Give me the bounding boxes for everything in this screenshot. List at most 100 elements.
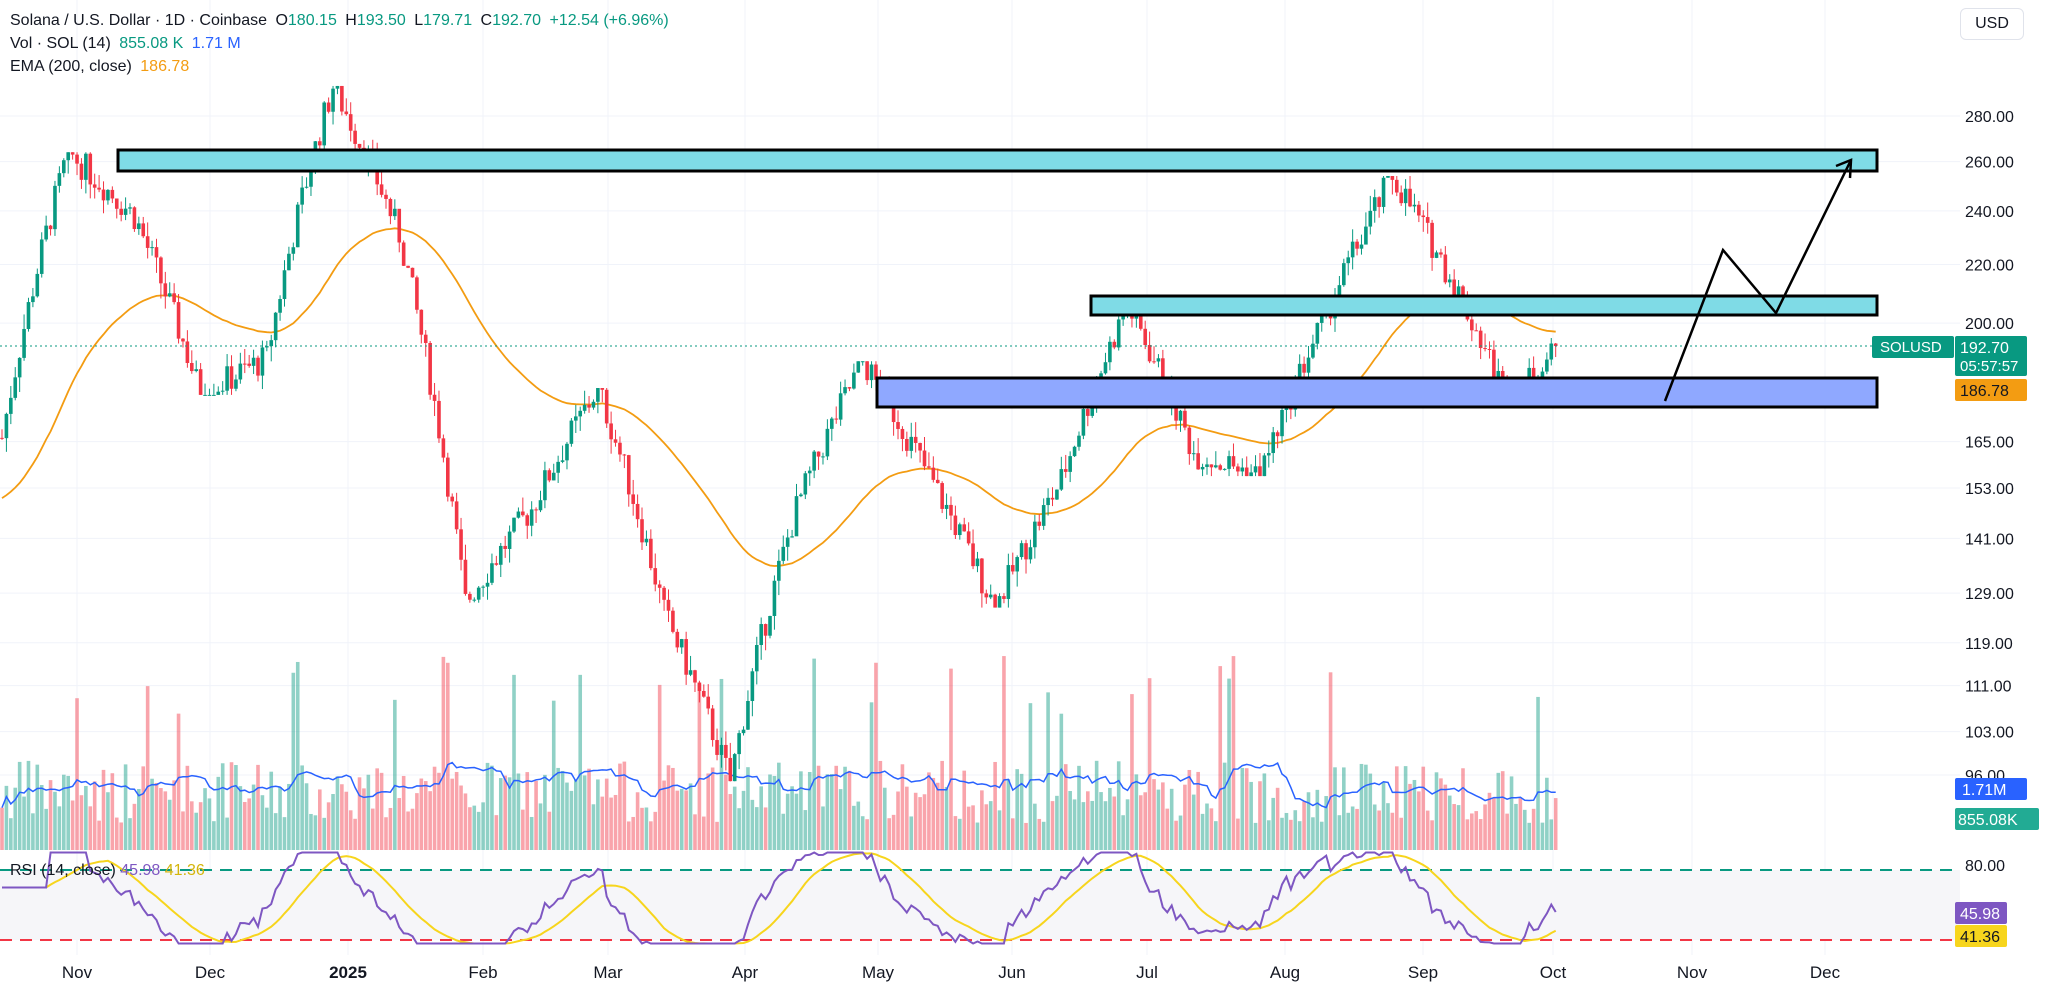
- volume-bars: [0, 656, 1558, 850]
- candle-body: [463, 559, 468, 594]
- volume-bar: [9, 818, 13, 850]
- candle-body: [1112, 341, 1117, 348]
- volume-bar: [322, 817, 327, 850]
- volume-bar: [1006, 779, 1011, 850]
- volume-bar: [905, 786, 909, 850]
- volume-bar: [498, 778, 503, 850]
- candle-body: [825, 428, 830, 457]
- ema-legend[interactable]: EMA (200, close) 186.78: [10, 56, 193, 78]
- candle-body: [1041, 505, 1046, 526]
- volume-bar: [344, 791, 349, 850]
- candle-body: [1006, 565, 1011, 599]
- volume-legend[interactable]: Vol · SOL (14) 855.08 K 1.71 M: [10, 33, 245, 55]
- candle-body: [1377, 197, 1381, 207]
- volume-bar: [702, 816, 706, 850]
- candle-body: [843, 387, 847, 394]
- candle-body: [150, 247, 154, 249]
- volume-bar: [975, 822, 980, 850]
- volume-bar: [459, 785, 463, 850]
- symbol-legend[interactable]: Solana / U.S. Dollar · 1D · Coinbase O18…: [10, 10, 673, 32]
- rsi-badge-text: 45.98: [1960, 906, 2000, 923]
- candle-body: [1553, 343, 1558, 347]
- candle-body: [441, 438, 446, 458]
- candle-body: [1240, 467, 1245, 472]
- volume-bar: [1231, 656, 1236, 850]
- candle-body: [269, 340, 274, 347]
- candle-body: [1390, 175, 1395, 180]
- volume-bar: [671, 767, 675, 850]
- volume-bar: [1050, 801, 1055, 850]
- volume-bar: [1390, 812, 1395, 850]
- candle-body: [1470, 319, 1474, 331]
- volume-bar: [370, 808, 375, 850]
- volume-bar: [684, 790, 688, 850]
- volume-bar: [335, 776, 340, 850]
- volume-bar: [1187, 769, 1192, 850]
- candle-body: [927, 466, 931, 468]
- candle-body: [97, 187, 101, 190]
- volume-bar: [600, 796, 605, 850]
- candle-body: [1019, 543, 1024, 558]
- candle-body: [905, 438, 909, 451]
- candle-body: [79, 163, 84, 180]
- ohlc-close-label: C: [480, 12, 493, 29]
- resistance-zone[interactable]: [116, 148, 1879, 173]
- rsi-legend[interactable]: RSI (14, close) 45.98 41.36: [10, 862, 205, 880]
- volume-bar: [790, 786, 794, 850]
- currency-button[interactable]: USD: [1960, 8, 2024, 40]
- volume-bar: [944, 786, 949, 850]
- grid-lines: [0, 0, 1960, 955]
- volume-bar: [468, 807, 472, 850]
- candle-body: [348, 114, 353, 131]
- candle-body: [534, 509, 538, 511]
- volume-bar: [1461, 768, 1465, 850]
- volume-bar: [1152, 779, 1156, 850]
- volume-bar: [1412, 779, 1417, 850]
- candle-body: [944, 504, 949, 509]
- rsi-ma-line: [2, 852, 1557, 945]
- candle-body: [1487, 348, 1492, 350]
- candle-body: [1205, 464, 1209, 467]
- volume-bar: [172, 780, 176, 850]
- volume-bar: [1355, 808, 1359, 850]
- ohlc-high: 193.50: [356, 12, 406, 29]
- mid-zone[interactable]: [1089, 294, 1879, 317]
- volume-bar: [852, 805, 856, 850]
- candle-body: [1386, 175, 1390, 178]
- candle-body: [556, 461, 560, 473]
- candle-body: [1403, 188, 1408, 204]
- candle-body: [702, 690, 706, 697]
- volume-bar: [547, 811, 552, 850]
- candle-body: [340, 85, 344, 112]
- time-axis[interactable]: Nov Dec 2025 Feb Mar Apr May Jun Jul Aug Sep Oct Nov…: [62, 963, 1841, 982]
- volume-bar: [1377, 810, 1381, 850]
- candles: [0, 85, 1558, 782]
- support-zone[interactable]: [875, 376, 1879, 409]
- volume-bar: [503, 775, 507, 850]
- volume-bar: [980, 790, 984, 850]
- candle-body: [163, 283, 168, 297]
- volume-bar: [1302, 801, 1306, 850]
- rsi-label: RSI (14, close): [10, 862, 116, 879]
- candle-body: [1196, 453, 1200, 470]
- volume-bar: [587, 768, 591, 850]
- volume-bar: [388, 807, 393, 850]
- volume-bar: [1033, 803, 1037, 850]
- volume-bar: [1138, 795, 1143, 850]
- candle-body: [874, 364, 878, 380]
- volume-bar: [1178, 815, 1183, 850]
- symbol-badge: [1872, 336, 1954, 358]
- volume-ma-line: [1, 761, 1556, 809]
- last-price-text: 192.70: [1960, 340, 2009, 357]
- candle-body: [697, 682, 702, 691]
- projection-arrowhead: [1835, 158, 1853, 179]
- candle-body: [481, 586, 485, 588]
- volume-bar: [1417, 791, 1421, 850]
- price-axis[interactable]: 280.00 260.00 240.00 220.00 200.00 165.00 153.…: [1965, 109, 2014, 785]
- candle-body: [1266, 453, 1271, 456]
- projection-path[interactable]: [1663, 159, 1853, 402]
- candle-body: [317, 141, 322, 146]
- candle-body: [679, 639, 684, 648]
- candle-body: [516, 511, 521, 518]
